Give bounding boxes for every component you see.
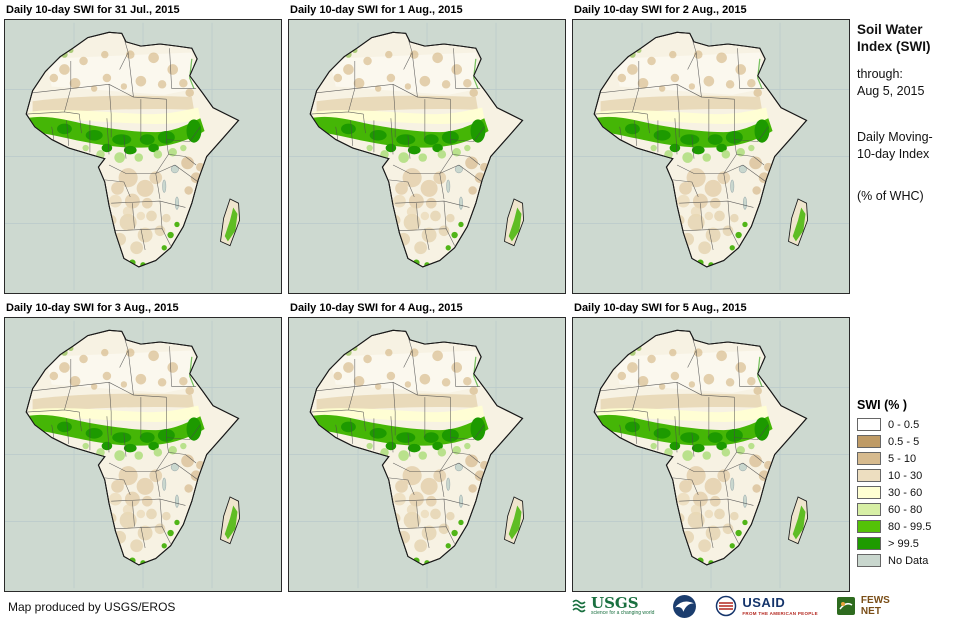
- africa-map-frame: [4, 317, 282, 592]
- usaid-wordmark: USAID: [742, 594, 786, 610]
- legend-row: No Data: [857, 554, 965, 567]
- map-panel-title: Daily 10-day SWI for 4 Aug., 2015: [290, 302, 463, 314]
- fewsnet-icon: [836, 597, 855, 615]
- map-panel-title: Daily 10-day SWI for 3 Aug., 2015: [6, 302, 179, 314]
- legend-label: 60 - 80: [888, 503, 923, 516]
- africa-map: [5, 318, 281, 591]
- map-panel-4: Daily 10-day SWI for 4 Aug., 2015: [288, 300, 566, 592]
- legend-row: 0.5 - 5: [857, 435, 965, 448]
- fewsnet-logo: FEWS NET: [836, 595, 897, 617]
- sidebar-units: (% of WHC): [857, 188, 924, 203]
- africa-map-frame: [572, 317, 850, 592]
- legend-swatch: [857, 452, 881, 465]
- usaid-tagline: FROM THE AMERICAN PEOPLE: [742, 610, 818, 616]
- legend-label: > 99.5: [888, 537, 919, 550]
- legend-swatch: [857, 537, 881, 550]
- legend-row: 80 - 99.5: [857, 520, 965, 533]
- legend-label: 30 - 60: [888, 486, 923, 499]
- usgs-tagline: science for a changing world: [591, 610, 655, 616]
- africa-map: [573, 318, 849, 591]
- usaid-logo: USAID FROM THE AMERICAN PEOPLE: [715, 595, 818, 617]
- usgs-waves-icon: [572, 599, 586, 613]
- noaa-logo: [672, 594, 697, 619]
- sidebar-title: Soil Water Index (SWI): [857, 22, 931, 54]
- sidebar: Soil Water Index (SWI) through: Aug 5, 2…: [857, 22, 963, 203]
- legend-row: 30 - 60: [857, 486, 965, 499]
- map-panel-title: Daily 10-day SWI for 1 Aug., 2015: [290, 4, 463, 16]
- map-panel-title: Daily 10-day SWI for 5 Aug., 2015: [574, 302, 747, 314]
- footer-logos: USGS science for a changing world USAID …: [572, 590, 897, 622]
- legend-label: 0 - 0.5: [888, 418, 920, 431]
- fewsnet-wordmark: FEWS NET: [860, 595, 890, 617]
- legend-swatch: [857, 554, 881, 567]
- legend-swatch: [857, 503, 881, 516]
- sidebar-subtitle: Daily Moving-10-day Index: [857, 129, 933, 161]
- legend-swatch: [857, 435, 881, 448]
- legend-label: 80 - 99.5: [888, 520, 932, 533]
- noaa-seal-icon: [673, 594, 697, 618]
- legend-row: > 99.5: [857, 537, 965, 550]
- africa-map: [573, 20, 849, 293]
- swi-legend: SWI (% ) 0 - 0.5 0.5 - 5 5 - 10 10 - 30 …: [857, 398, 965, 571]
- africa-map-frame: [288, 19, 566, 294]
- legend-swatch: [857, 469, 881, 482]
- map-panel-3: Daily 10-day SWI for 3 Aug., 2015: [4, 300, 282, 592]
- map-panel-title: Daily 10-day SWI for 2 Aug., 2015: [574, 4, 747, 16]
- legend-swatch: [857, 520, 881, 533]
- africa-map-frame: [288, 317, 566, 592]
- africa-map-frame: [4, 19, 282, 294]
- legend-row: 10 - 30: [857, 469, 965, 482]
- map-credit: Map produced by USGS/EROS: [8, 600, 176, 614]
- map-panel-title: Daily 10-day SWI for 31 Jul., 2015: [6, 4, 180, 16]
- africa-map: [289, 318, 565, 591]
- legend-label: 0.5 - 5: [888, 435, 920, 448]
- map-panel-0: Daily 10-day SWI for 31 Jul., 2015: [4, 2, 282, 294]
- africa-map-frame: [572, 19, 850, 294]
- legend-swatch: [857, 486, 881, 499]
- africa-map: [5, 20, 281, 293]
- maps-grid: Daily 10-day SWI for 31 Jul., 2015 Daily…: [4, 2, 850, 592]
- legend-row: 60 - 80: [857, 503, 965, 516]
- map-panel-2: Daily 10-day SWI for 2 Aug., 2015: [572, 2, 850, 294]
- usgs-logo: USGS science for a changing world: [572, 596, 654, 616]
- through-label: through:: [857, 66, 903, 81]
- through-date: Aug 5, 2015: [857, 84, 925, 99]
- usgs-wordmark: USGS: [591, 594, 639, 612]
- africa-map: [289, 20, 565, 293]
- map-panel-1: Daily 10-day SWI for 1 Aug., 2015: [288, 2, 566, 294]
- legend-title: SWI (% ): [857, 398, 907, 412]
- legend-label: No Data: [888, 554, 929, 567]
- legend-row: 5 - 10: [857, 452, 965, 465]
- legend-label: 5 - 10: [888, 452, 917, 465]
- legend-label: 10 - 30: [888, 469, 923, 482]
- usaid-seal-icon: [716, 595, 737, 617]
- legend-swatch: [857, 418, 881, 431]
- legend-row: 0 - 0.5: [857, 418, 965, 431]
- map-panel-5: Daily 10-day SWI for 5 Aug., 2015: [572, 300, 850, 592]
